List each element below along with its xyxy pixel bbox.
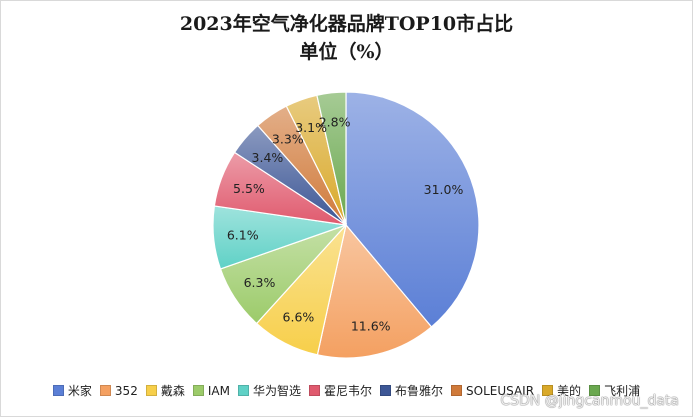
slice-label-9: 2.8% [319,114,351,129]
pie-slice-0 [345,91,480,328]
legend-item: 美的 [542,382,581,399]
chart-legend: 米家 352 戴森 IAM 华为智选 霍尼韦尔 布鲁雅尔 SOLEUSAIR 美的 飞利浦 [0,382,693,399]
pie-slice-1 [316,223,433,359]
legend-item: 华为智选 [237,382,301,399]
legend-swatch [451,385,462,396]
legend-swatch [52,385,64,396]
slice-label-2: 6.6% [283,310,315,325]
legend-label: 布鲁雅尔 [394,384,443,398]
legend-item: 飞利浦 [589,382,640,399]
legend-swatch [237,385,249,396]
legend-swatch [99,385,111,396]
slice-label-4: 6.1% [227,228,259,243]
legend-label: 米家 [67,384,92,398]
pie-slice-9 [316,91,347,226]
watermark: CSDN @jingcanmou_data [500,393,679,409]
legend-item: 米家 [52,382,92,399]
legend-item: 布鲁雅尔 [379,382,443,399]
slice-label-8: 3.1% [295,120,327,135]
legend-label: 戴森 [160,384,185,398]
legend-swatch [542,385,554,396]
chart-title: 2023年空气净化器品牌TOP10市占比 [179,13,514,35]
slice-label-7: 3.3% [272,132,304,147]
legend-label: 华为智选 [252,384,301,398]
chart-title-block: 2023年空气净化器品牌TOP10市占比 单位（%） [0,10,693,66]
legend-item: 霍尼韦尔 [308,382,372,399]
legend-label: 352 [114,383,138,398]
legend-item: 352 [99,383,138,398]
chart-subtitle: 单位（%） [299,41,394,63]
slice-label-3: 6.3% [244,275,276,290]
slice-label-1: 11.6% [351,318,391,333]
slice-label-6: 3.4% [252,150,284,165]
legend-swatch [145,385,157,396]
pie-labels: 31.0% 11.6% 6.6% 6.3% 6.1% 5.5% 3.4% 3.3%3.1%2.… [227,114,464,333]
legend-swatch [589,385,601,396]
slice-label-5: 5.5% [233,181,265,196]
legend-swatch [192,385,204,396]
slice-label-0: 31.0% [424,182,464,197]
legend-label: IAM [207,383,230,398]
legend-item: SOLEUSAIR [451,384,534,398]
legend-label: 飞利浦 [604,384,641,398]
pie-slices [212,91,480,359]
legend-label: 美的 [557,384,582,398]
legend-label: SOLEUSAIR [466,383,535,398]
legend-item: 戴森 [145,382,185,399]
legend-label: 霍尼韦尔 [323,384,372,398]
legend-swatch [379,385,391,396]
legend-swatch [308,385,320,396]
legend-item: IAM [192,383,230,398]
